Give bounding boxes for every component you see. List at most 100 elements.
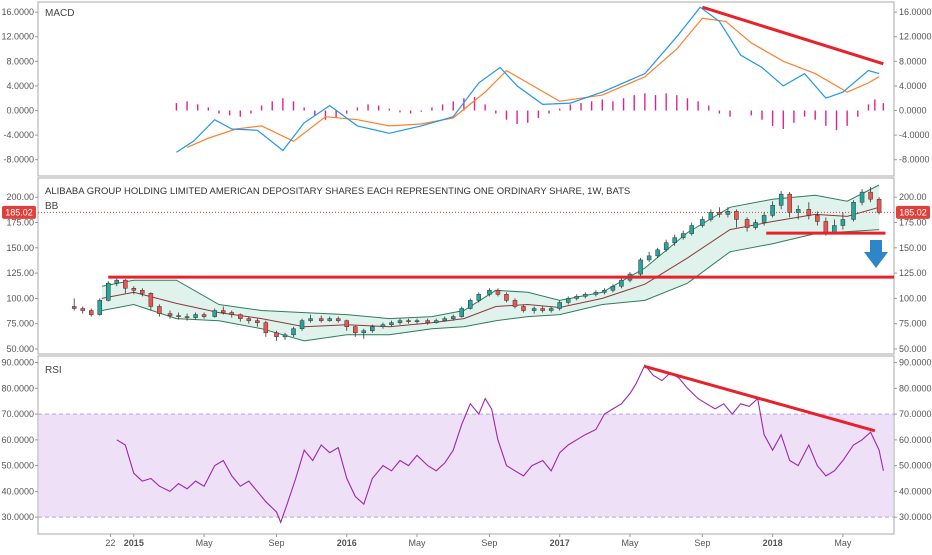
- candle-body: [361, 330, 367, 334]
- price-tick-right: 200.00: [899, 192, 927, 202]
- candle-body: [689, 225, 694, 234]
- candle-body: [823, 221, 829, 233]
- candle-body: [140, 290, 145, 294]
- x-tick-label: 22: [105, 538, 115, 548]
- rsi-tick-right: 90.0000: [899, 358, 932, 368]
- candles-layer: [71, 187, 882, 341]
- candle-body: [397, 320, 403, 323]
- candle-body: [380, 324, 386, 327]
- candle-body: [708, 212, 714, 220]
- rsi-band-layer: [38, 413, 894, 518]
- macd-layer: [175, 6, 885, 153]
- candle-body: [221, 310, 226, 313]
- candle-body: [106, 282, 111, 301]
- rsi-tick-right: 80.0000: [899, 383, 932, 393]
- candle-body: [557, 302, 562, 309]
- rsi-panel-frame: [37, 355, 895, 535]
- price-tick-left: 200.00: [6, 192, 34, 202]
- rsi-panel-label: RSI: [45, 365, 62, 376]
- x-tick-label: May: [621, 538, 639, 548]
- macd-tick-left: 0.0000: [6, 106, 34, 116]
- price-tick-left: 50.000: [6, 344, 34, 354]
- candle-body: [531, 308, 537, 311]
- candle-body: [255, 320, 260, 323]
- candle-body: [263, 322, 269, 334]
- candle-body: [672, 237, 677, 243]
- price-tick-right: 50.000: [899, 344, 927, 354]
- x-tick-label: 2016: [337, 538, 357, 548]
- rsi-tick-left: 70.0000: [1, 409, 34, 419]
- macd-tick-right: 4.0000: [899, 81, 927, 91]
- candle-body: [212, 310, 217, 317]
- macd-tick-left: -8.0000: [3, 155, 34, 165]
- trend-lines-layer: [108, 5, 894, 433]
- candle-body: [308, 318, 313, 321]
- axes-layer: 16.0000 16.0000 12.0000 12.0000 8.0000 8.0000…: [1, 7, 931, 548]
- candle-body: [167, 313, 173, 316]
- candle-body: [335, 318, 341, 321]
- candle-body: [406, 320, 411, 322]
- candle-body: [88, 310, 94, 315]
- price-tick-right: 150.00: [899, 243, 927, 253]
- macd-tick-right: -4.0000: [899, 130, 930, 140]
- x-tick-label: Sep: [694, 538, 710, 548]
- candle-body: [274, 332, 279, 338]
- rsi-tick-left: 50.0000: [1, 461, 34, 471]
- candle-body: [246, 318, 252, 321]
- chart-title: ALIBABA GROUP HOLDING LIMITED AMERICAN D…: [45, 186, 630, 197]
- candle-body: [425, 320, 430, 323]
- x-tick-label: 2015: [124, 538, 144, 548]
- rsi-tick-left: 80.0000: [1, 383, 34, 393]
- candle-body: [876, 198, 882, 213]
- candle-body: [778, 193, 784, 206]
- candle-body: [238, 314, 243, 319]
- down-arrow-icon: [864, 240, 888, 268]
- candle-body: [574, 296, 579, 299]
- candle-body: [734, 211, 739, 220]
- price-tick-right: 125.00: [899, 268, 927, 278]
- rsi-band-fill: [39, 414, 893, 518]
- candle-body: [97, 300, 103, 315]
- candle-body: [851, 201, 856, 220]
- price-tick-right: 175.00: [899, 217, 927, 227]
- x-tick-label: Sep: [268, 538, 284, 548]
- candle-body: [655, 249, 660, 257]
- x-tick-label: Sep: [481, 538, 497, 548]
- rsi-tick-right: 60.0000: [899, 435, 932, 445]
- candle-body: [193, 314, 198, 318]
- candle-body: [832, 225, 837, 233]
- macd-tick-right: 0.0000: [899, 106, 927, 116]
- candle-body: [593, 292, 599, 295]
- price-tick-left: 75.000: [6, 319, 34, 329]
- candle-body: [80, 308, 85, 311]
- candle-body: [663, 242, 669, 251]
- candle-body: [157, 306, 162, 314]
- bb-fill: [101, 185, 880, 341]
- x-tick-label: 2017: [550, 538, 570, 548]
- macd-tick-left: 8.0000: [6, 56, 34, 66]
- candle-body: [114, 279, 120, 284]
- candle-body: [770, 205, 775, 216]
- candle-body: [229, 312, 235, 315]
- candle-body: [646, 255, 652, 261]
- candle-body: [123, 279, 128, 289]
- candle-body: [565, 298, 571, 303]
- bb-lower-line: [101, 229, 880, 342]
- macd-panel-label: MACD: [45, 8, 74, 19]
- candle-body: [512, 300, 518, 307]
- candle-body: [582, 294, 588, 297]
- candle-body: [602, 290, 607, 293]
- price-panel-frame: [37, 177, 895, 355]
- candle-body: [414, 320, 420, 322]
- macd-tick-left: -4.0000: [3, 130, 34, 140]
- candle-body: [327, 318, 332, 321]
- rsi-tick-right: 40.0000: [899, 486, 932, 496]
- candle-body: [201, 314, 207, 317]
- macd-tick-left: 4.0000: [6, 81, 34, 91]
- candle-body: [638, 259, 643, 275]
- rsi-tick-left: 60.0000: [1, 435, 34, 445]
- rsi-trend-line: [644, 364, 876, 433]
- price-tick-left: 150.00: [6, 243, 34, 253]
